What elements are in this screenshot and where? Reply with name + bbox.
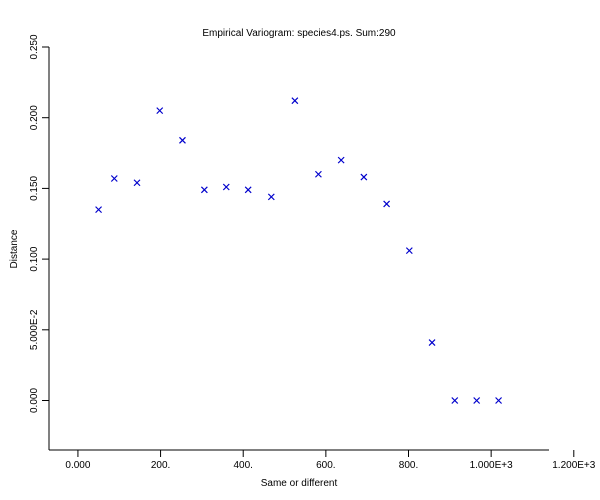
data-point xyxy=(383,200,391,208)
y-tick-label: 0.100 xyxy=(29,246,40,271)
data-point xyxy=(110,175,118,182)
data-point xyxy=(405,247,413,255)
x-axis-title: Same or different xyxy=(261,478,338,489)
data-point xyxy=(495,397,503,404)
data-point xyxy=(291,97,299,105)
y-tick-label: 0.250 xyxy=(29,34,40,59)
x-tick-label: 400. xyxy=(233,460,252,471)
data-point xyxy=(200,186,208,194)
data-point xyxy=(451,397,459,404)
data-point xyxy=(428,339,436,346)
data-point xyxy=(337,156,345,164)
data-point xyxy=(473,397,481,404)
data-point xyxy=(179,136,186,144)
x-tick-label: 200. xyxy=(151,460,170,471)
x-tick-label: 1.000E+3 xyxy=(470,460,514,471)
data-point xyxy=(95,206,103,214)
y-tick-label: 0.150 xyxy=(29,175,40,200)
data-point xyxy=(244,186,252,194)
y-axis-ticks: 0.000 5.000E-2 0.100 0.150 0.200 0.250 xyxy=(29,34,49,413)
data-point xyxy=(133,179,141,187)
x-axis-ticks: 0.000 200. 400. 600. 800. 1.000E+3 1.200E+3 xyxy=(65,450,596,471)
y-tick-label: 5.000E-2 xyxy=(29,309,40,350)
y-tick-label: 0.000 xyxy=(29,388,40,413)
x-tick-label: 600. xyxy=(316,460,335,471)
chart-title: Empirical Variogram: species4.ps. Sum:29… xyxy=(202,28,396,39)
data-point xyxy=(314,170,322,178)
y-axis-title: Distance xyxy=(9,229,20,268)
data-points xyxy=(95,97,503,404)
data-point xyxy=(156,107,164,115)
y-tick-label: 0.200 xyxy=(29,105,40,130)
x-tick-label: 0.000 xyxy=(65,460,90,471)
x-tick-label: 800. xyxy=(399,460,418,471)
x-tick-label: 1.200E+3 xyxy=(552,460,596,471)
data-point xyxy=(222,183,230,191)
data-point xyxy=(360,173,368,181)
data-point xyxy=(267,193,275,201)
